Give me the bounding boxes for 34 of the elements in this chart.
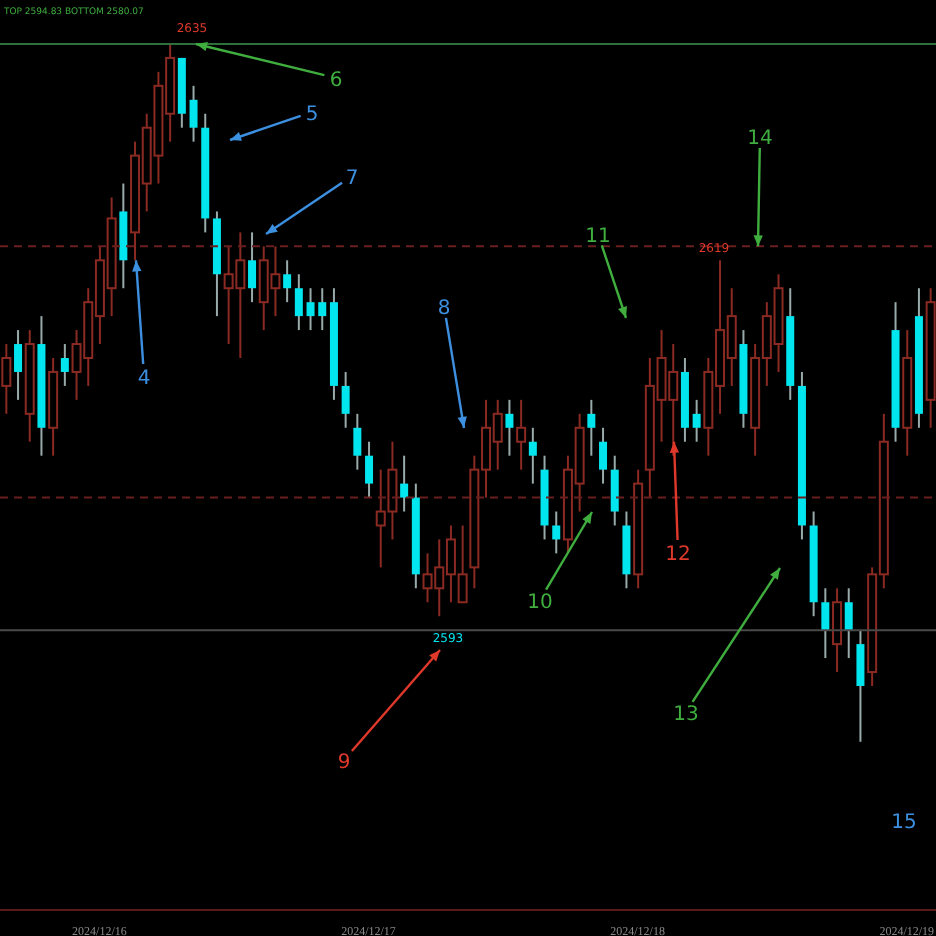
candlestick xyxy=(610,454,619,527)
annotation: 4 xyxy=(137,368,151,390)
candlestick xyxy=(365,440,374,499)
candlestick xyxy=(14,329,23,401)
candlestick xyxy=(821,587,830,660)
annotation: 11 xyxy=(585,226,611,248)
candlestick xyxy=(552,510,561,555)
candlestick xyxy=(505,398,514,457)
annotation: 13 xyxy=(673,704,699,726)
annotation: 7 xyxy=(345,168,359,190)
text: 15 xyxy=(891,812,917,834)
candlestick xyxy=(294,273,303,332)
candlestick xyxy=(189,84,198,143)
candlestick xyxy=(844,587,853,660)
annotation: 14 xyxy=(747,128,773,150)
annotation: 6 xyxy=(329,70,343,92)
candlestick xyxy=(856,629,865,743)
annotation: 5 xyxy=(305,104,319,126)
candlestick xyxy=(516,398,527,471)
candlestick xyxy=(283,259,292,304)
candlestick xyxy=(692,398,701,443)
annotation: 10 xyxy=(527,592,553,614)
candlestick xyxy=(599,426,608,485)
candlestick xyxy=(341,370,350,429)
candlestick xyxy=(353,412,362,471)
annotation: 12 xyxy=(665,544,691,566)
candlestick xyxy=(400,454,409,513)
candlestick xyxy=(587,398,596,457)
annotation: 8 xyxy=(437,298,451,320)
text: 9 xyxy=(337,752,351,774)
candlestick xyxy=(60,343,69,387)
candlestick xyxy=(832,587,843,674)
candlestick xyxy=(248,231,257,304)
candlestick xyxy=(528,426,537,485)
